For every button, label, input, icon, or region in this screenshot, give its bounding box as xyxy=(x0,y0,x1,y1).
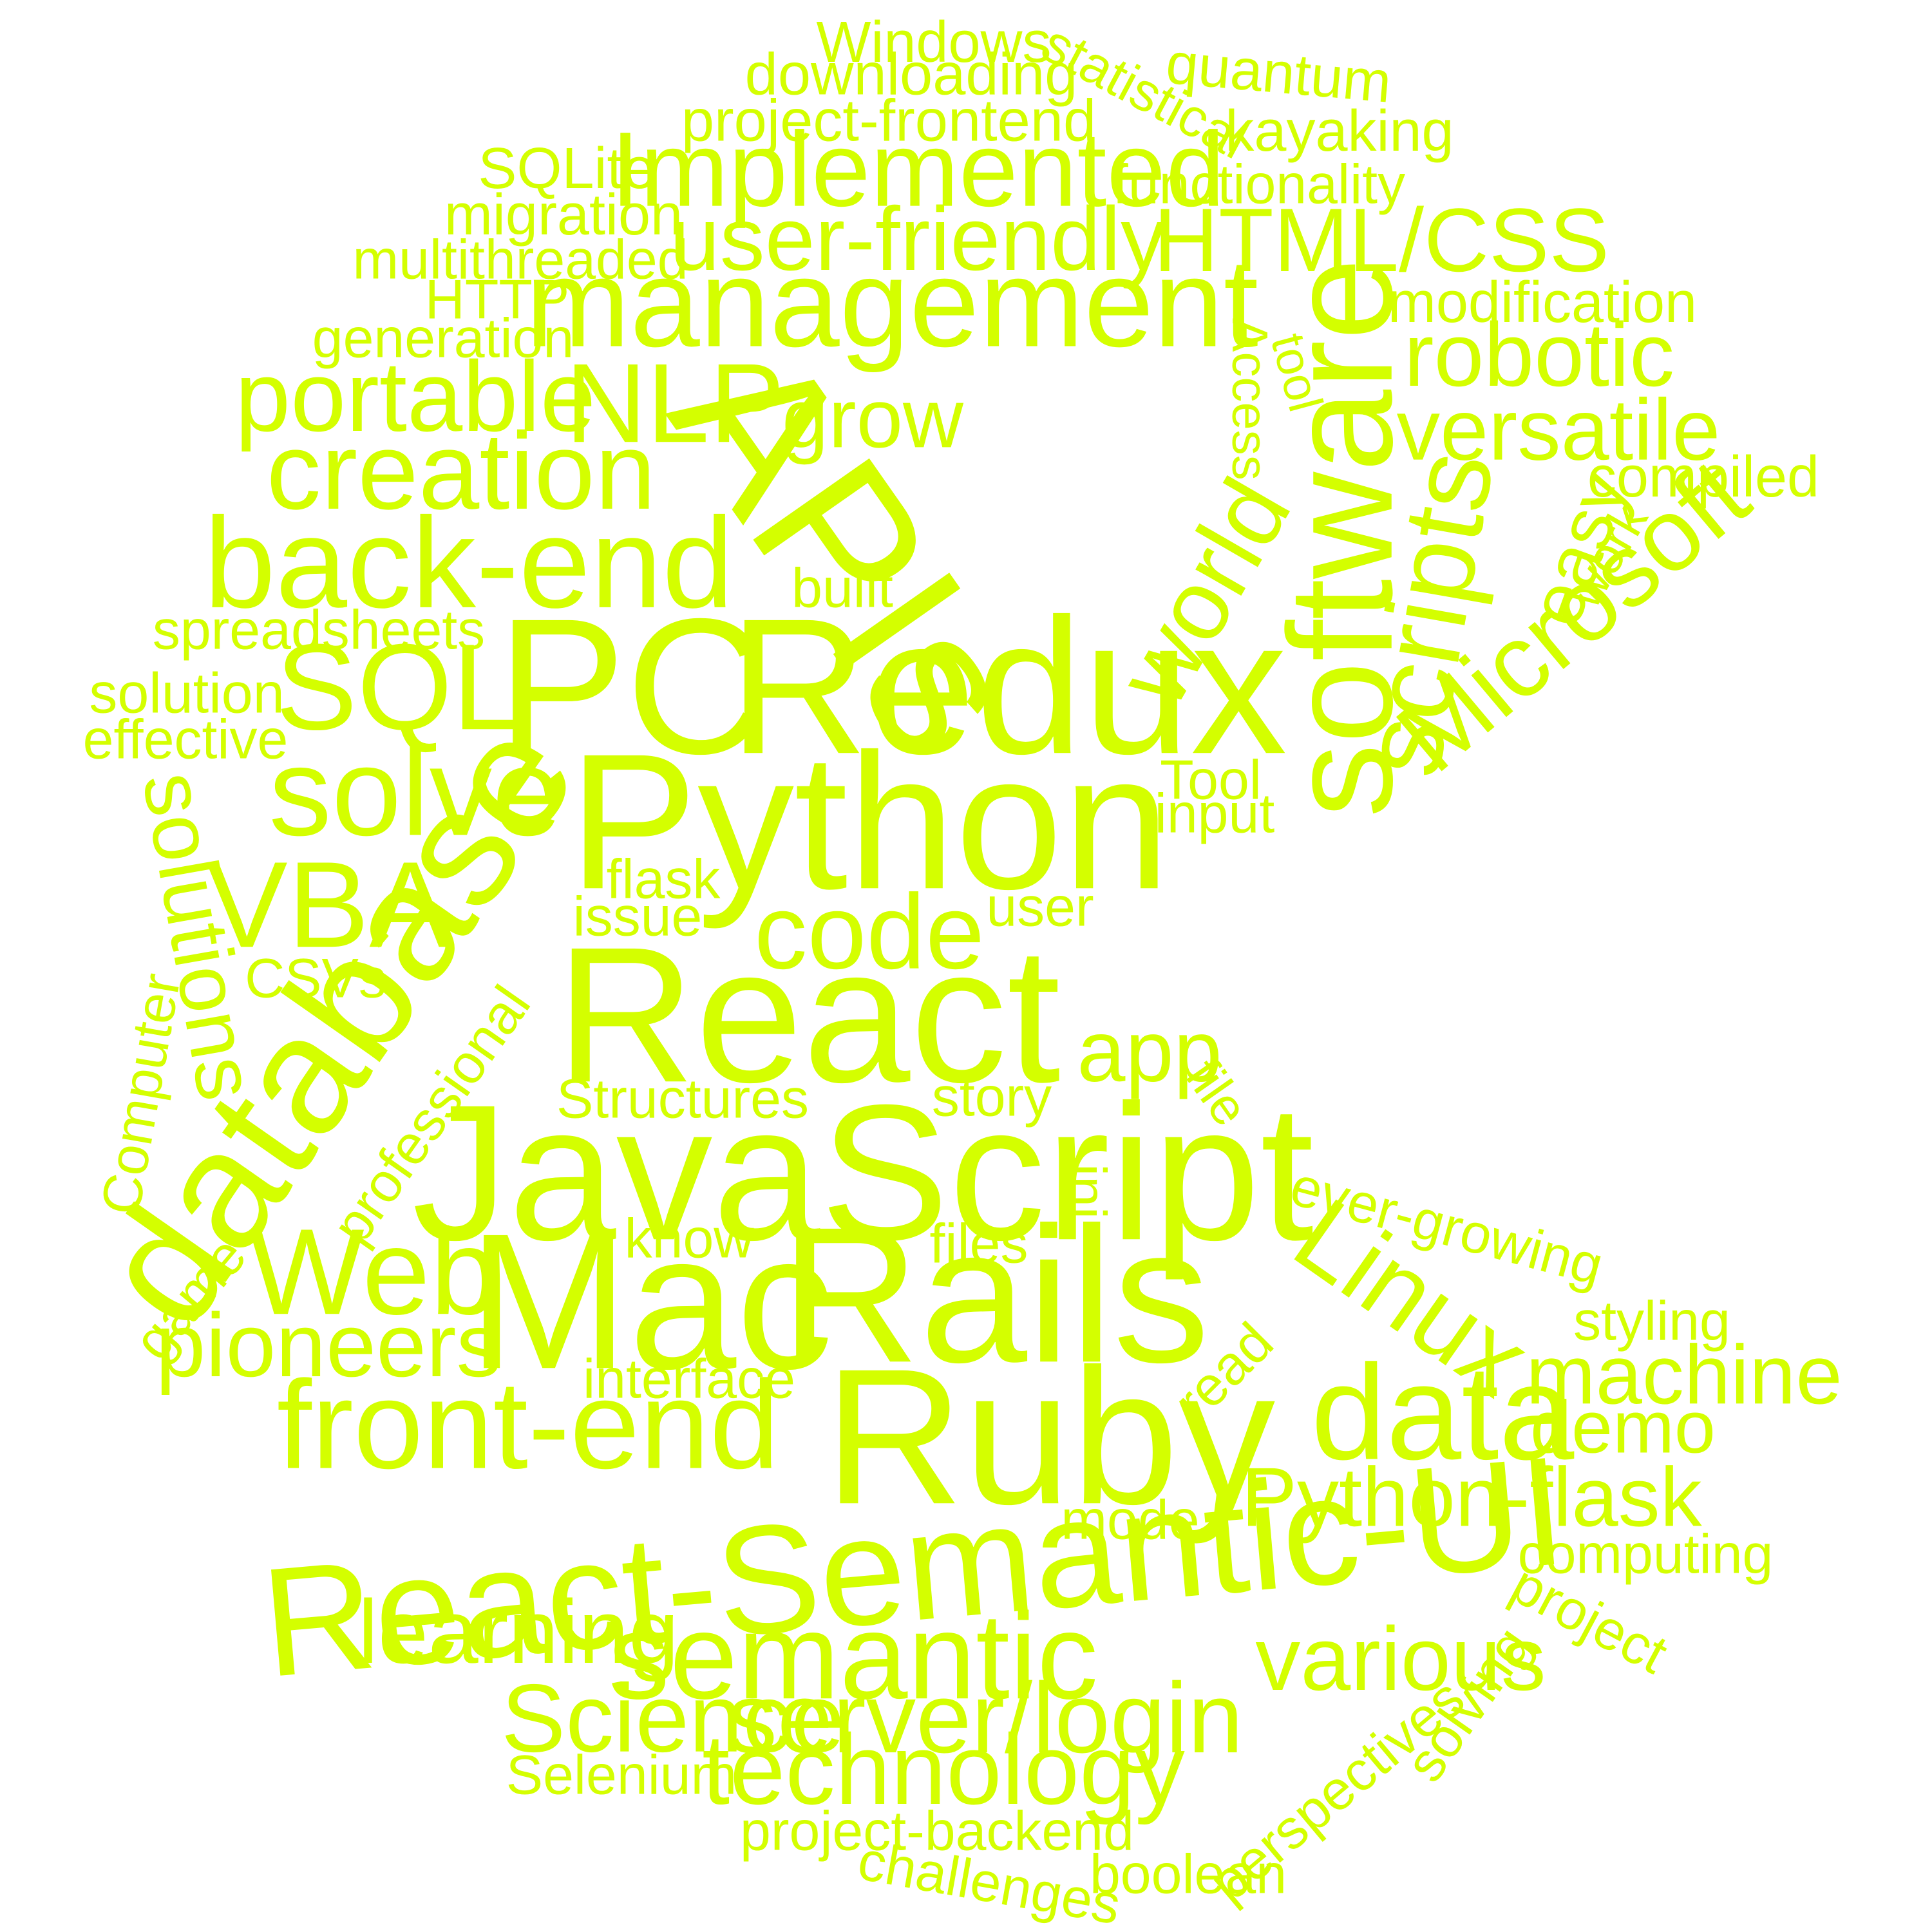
cloud-word: Windows xyxy=(816,10,1051,75)
cloud-word: server/login xyxy=(727,1662,1243,1774)
cloud-word: management xyxy=(526,233,1258,374)
cloud-word: input xyxy=(1155,783,1275,845)
cloud-word: user-friendly xyxy=(670,188,1166,289)
cloud-word: flask xyxy=(607,849,721,911)
cloud-word: VBA xyxy=(206,837,451,973)
cloud-word: SQLite xyxy=(478,137,655,201)
cloud-word: project-frontend xyxy=(681,88,1096,153)
cloud-word: interface xyxy=(583,1349,795,1410)
cloud-word: data xyxy=(1311,1336,1575,1488)
cloud-word: back-end xyxy=(204,491,734,635)
cloud-word: Tool xyxy=(1160,750,1262,811)
cloud-word: Structures xyxy=(556,1068,809,1130)
cloud-word: Python-flask xyxy=(1241,1450,1702,1544)
cloud-word: migration xyxy=(444,183,683,247)
cloud-word: demo xyxy=(1530,1386,1716,1468)
cloud-word: issue xyxy=(573,886,703,948)
cloud-word: Mac xyxy=(468,1193,833,1409)
cloud-word: know xyxy=(625,1208,755,1270)
cloud-word: code xyxy=(754,873,985,991)
cloud-word: HTTP xyxy=(425,269,570,331)
cloud-word: NLP xyxy=(565,341,784,466)
cloud-word: JavaScript xyxy=(412,1064,1315,1282)
cloud-word: robotic xyxy=(1404,304,1674,405)
cloud-word: React xyxy=(556,906,1061,1122)
cloud-word: CSVs xyxy=(245,948,386,1010)
cloud-word: Web xyxy=(249,1204,498,1340)
cloud-word: machine xyxy=(1526,1327,1842,1421)
cloud-word: kayaking xyxy=(1225,99,1454,164)
cloud-word: downloading xyxy=(745,41,1078,107)
cloud-word: modification xyxy=(1388,270,1697,335)
cloud-word: solve xyxy=(269,722,562,862)
cloud-word: PC xyxy=(497,578,766,794)
cloud-word: learning xyxy=(358,1581,679,1682)
cloud-word: story xyxy=(932,1066,1052,1128)
cloud-word: Redux xyxy=(728,578,1287,794)
cloud-word: Selenium xyxy=(506,1745,737,1806)
cloud-word: effective xyxy=(83,709,289,771)
cloud-word: Science xyxy=(501,1664,845,1772)
cloud-word: Access xyxy=(1222,318,1278,480)
cloud-word: spreadsheets xyxy=(153,600,485,661)
cloud-word: technology xyxy=(702,1714,1185,1825)
cloud-word: functionality xyxy=(1113,154,1405,216)
cloud-word: solution xyxy=(89,661,284,724)
cloud-word: HTML/CSS xyxy=(1153,189,1609,290)
cloud-word: app xyxy=(1077,1003,1222,1100)
cloud-word: generation xyxy=(312,308,574,370)
cloud-word: Implemented xyxy=(611,110,1225,229)
cloud-word: compiled xyxy=(1587,445,1819,509)
cloud-word: files xyxy=(930,1213,1028,1275)
cloud-word: grow xyxy=(782,371,964,465)
cloud-word: user xyxy=(986,876,1094,938)
cloud-word: Rails xyxy=(781,1186,1210,1403)
cloud-word: ini xyxy=(1055,1164,1117,1219)
cloud-word: creation xyxy=(267,410,656,533)
cloud-word: versatile xyxy=(1397,381,1721,478)
cloud-word: styling xyxy=(1573,1291,1730,1352)
cloud-word: Ruby xyxy=(824,1328,1275,1546)
cloud-word: Python xyxy=(569,713,1170,931)
cloud-word: SQL xyxy=(276,619,520,755)
cloud-word: mode xyxy=(1061,1490,1199,1551)
cloud-word: pioneers xyxy=(155,1294,501,1396)
cloud-word: semantic xyxy=(609,1588,1098,1725)
cloud-word: software xyxy=(1258,258,1423,817)
cloud-word: project-backend xyxy=(740,1801,1134,1862)
cloud-word: various xyxy=(1255,1608,1546,1709)
cloud-word: built xyxy=(791,558,893,620)
cloud-word: portable xyxy=(235,341,596,452)
cloud-word: front-end xyxy=(277,1355,779,1495)
cloud-word: computing xyxy=(1518,1524,1774,1586)
cloud-word: multithreaded xyxy=(352,229,688,291)
cloud-word: boolean xyxy=(1090,1844,1287,1906)
